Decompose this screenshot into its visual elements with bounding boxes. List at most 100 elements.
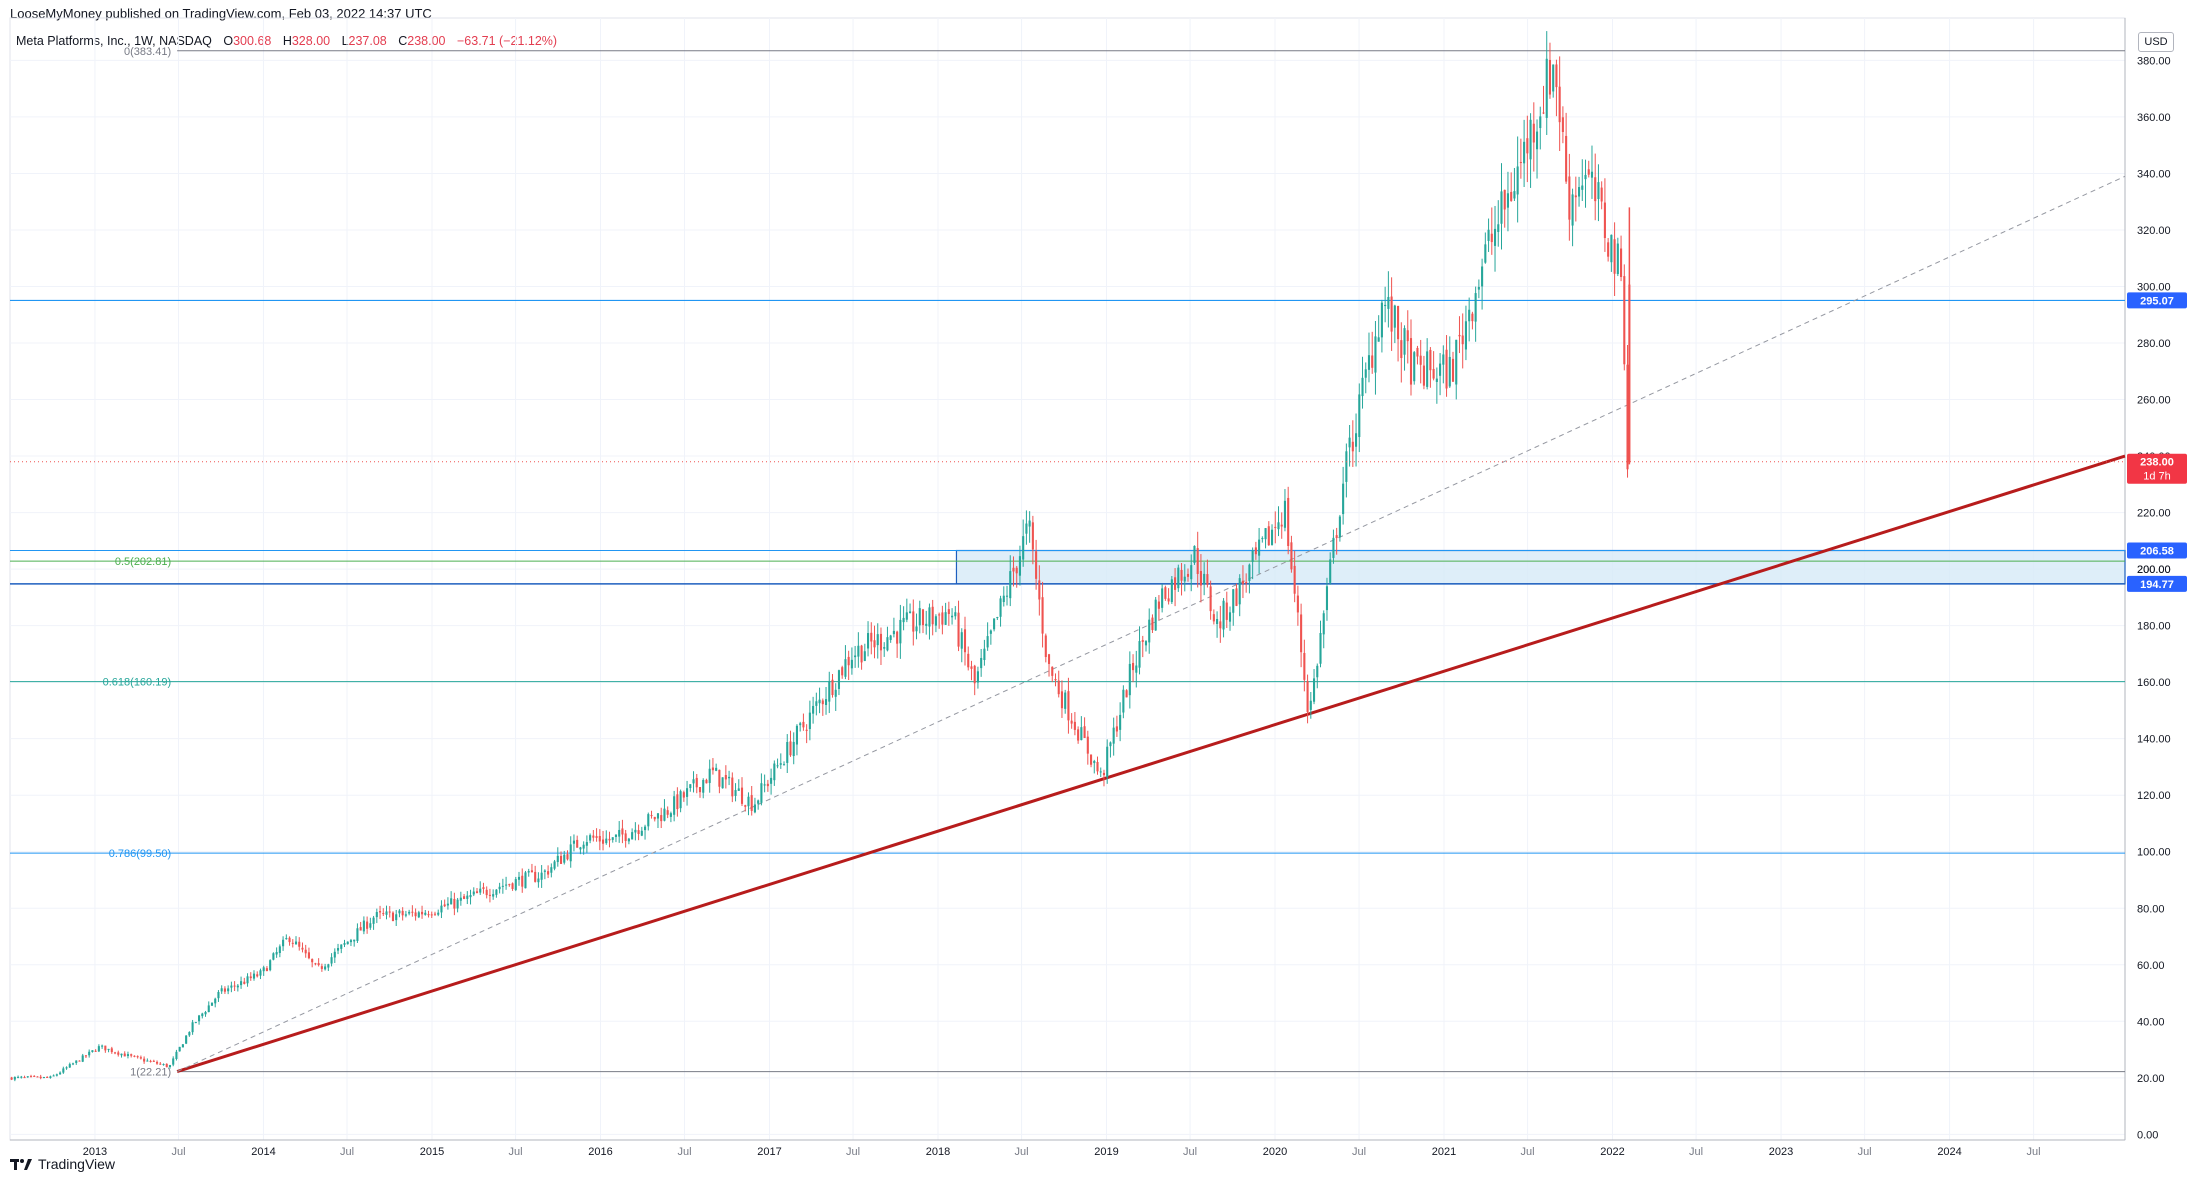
candle-body xyxy=(1261,538,1264,540)
x-tick-label: Jul xyxy=(1689,1146,1703,1158)
candle-body xyxy=(999,598,1002,617)
y-tick-label: 260.00 xyxy=(2137,395,2171,407)
tradingview-footer[interactable]: TradingView xyxy=(10,1156,115,1172)
candle-body xyxy=(1148,619,1151,643)
candle-body xyxy=(492,894,495,897)
candle-body xyxy=(1199,571,1202,586)
candle-body xyxy=(1607,242,1610,257)
candle-body xyxy=(559,855,563,864)
candle-body xyxy=(356,928,359,941)
candle-body xyxy=(1280,524,1283,527)
candle-body xyxy=(327,964,330,968)
candle-body xyxy=(834,689,837,697)
candle-body xyxy=(256,974,259,977)
candle-body xyxy=(68,1064,71,1068)
candle-body xyxy=(1138,641,1141,668)
candle-body xyxy=(1587,169,1590,175)
candle-body xyxy=(391,912,395,922)
candle-body xyxy=(1018,556,1021,576)
candle-body xyxy=(1484,244,1487,263)
candle-body xyxy=(1251,550,1254,562)
current-price-badge: 238.00 xyxy=(2140,457,2174,469)
candle-body xyxy=(1222,600,1225,630)
candle-body xyxy=(508,884,511,886)
candle-body xyxy=(728,776,731,779)
y-tick-label: 60.00 xyxy=(2137,960,2165,972)
candle-body xyxy=(669,813,672,817)
y-tick-label: 160.00 xyxy=(2137,677,2171,689)
candle-body xyxy=(388,911,391,913)
candle-body xyxy=(113,1052,117,1054)
y-tick-label: 220.00 xyxy=(2137,508,2171,520)
candle-body xyxy=(770,777,773,784)
symbol-name[interactable]: Meta Platforms, Inc., 1W, NASDAQ xyxy=(16,34,212,48)
candle-body xyxy=(362,920,365,932)
y-tick-label: 340.00 xyxy=(2137,168,2171,180)
candle-body xyxy=(1245,582,1248,584)
candle-body xyxy=(1555,64,1558,88)
fib-level-label: 0(383.41) xyxy=(124,46,171,58)
candle-body xyxy=(463,896,466,899)
candle-body xyxy=(692,779,695,784)
candle-body xyxy=(401,910,404,916)
candle-body xyxy=(1038,580,1041,600)
candle-body xyxy=(1054,679,1057,681)
candle-body xyxy=(1067,691,1070,721)
candle-body xyxy=(1519,162,1522,164)
candle-body xyxy=(734,790,737,796)
candle-body xyxy=(605,838,608,844)
candle-body xyxy=(1319,633,1322,664)
candle-body xyxy=(857,645,860,657)
candle-body xyxy=(59,1072,62,1075)
candle-body xyxy=(1487,229,1490,241)
candle-body xyxy=(1206,574,1209,585)
candle-body xyxy=(902,617,905,623)
candle-body xyxy=(1151,617,1154,631)
candle-body xyxy=(663,808,666,821)
candle-body xyxy=(1358,394,1361,438)
currency-selector[interactable]: USD xyxy=(2138,32,2174,52)
candle-body xyxy=(1232,589,1235,613)
zone-top-badge: 206.58 xyxy=(2140,546,2174,558)
candle-body xyxy=(359,927,362,931)
open-value: 300.68 xyxy=(233,34,272,48)
x-tick-label: Jul xyxy=(846,1146,860,1158)
candle-body xyxy=(1316,665,1319,678)
candle-body xyxy=(333,951,336,958)
candle-body xyxy=(227,988,230,992)
candle-body xyxy=(841,667,844,676)
candle-body xyxy=(1451,358,1455,382)
candle-body xyxy=(938,614,941,616)
candle-body xyxy=(724,775,727,780)
candle-body xyxy=(1225,602,1228,620)
candle-body xyxy=(792,741,795,757)
candle-body xyxy=(1561,117,1564,132)
candle-body xyxy=(223,988,226,992)
candle-body xyxy=(863,651,866,661)
candle-body xyxy=(763,784,766,786)
candle-body xyxy=(1161,588,1164,608)
candle-body xyxy=(715,767,718,771)
x-tick-label: Jul xyxy=(1183,1146,1197,1158)
y-tick-label: 140.00 xyxy=(2137,734,2171,746)
candle-body xyxy=(1235,588,1238,606)
candle-body xyxy=(233,985,236,987)
candle-body xyxy=(78,1060,81,1062)
x-tick-label: Jul xyxy=(509,1146,523,1158)
candle-body xyxy=(540,872,543,880)
candle-body xyxy=(1190,565,1193,580)
candle-body xyxy=(627,838,630,842)
candle-body xyxy=(989,630,992,634)
candle-body xyxy=(815,701,818,706)
candle-body xyxy=(1070,720,1073,724)
candle-body xyxy=(343,943,346,945)
candle-body xyxy=(550,867,553,873)
candle-body xyxy=(721,777,724,789)
candle-body xyxy=(912,611,915,632)
candle-body xyxy=(204,1012,207,1015)
candle-body xyxy=(472,891,475,895)
candle-body xyxy=(430,914,433,916)
candle-body xyxy=(217,991,220,999)
candle-body xyxy=(243,981,246,984)
